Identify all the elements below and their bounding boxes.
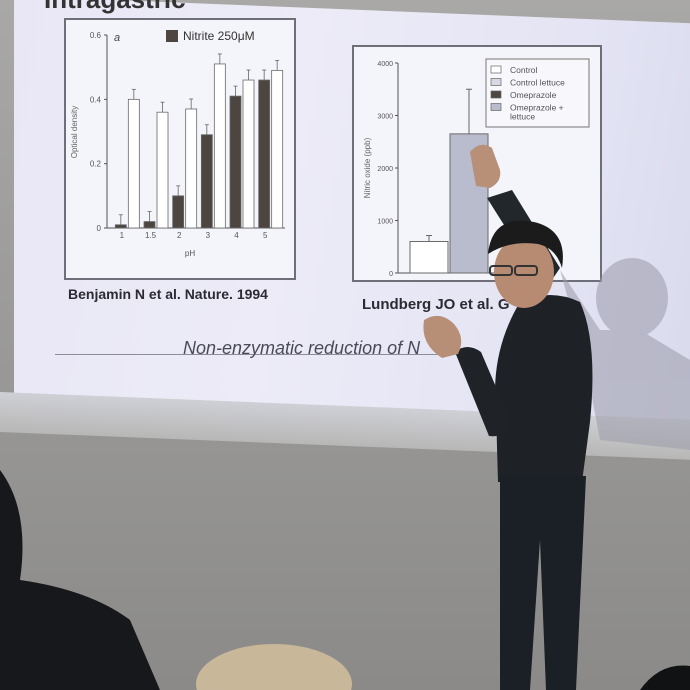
left-x-axis-label: pH	[185, 249, 195, 258]
left-x-tick-label: 2	[177, 231, 182, 240]
left-x-tick-label: 1.5	[145, 231, 157, 240]
right-y-tick-label: 2000	[377, 166, 393, 173]
left-legend-swatch	[166, 30, 178, 42]
presenter-left-arm	[455, 347, 511, 437]
slide-subtitle: Non-enzymatic reduction of N	[183, 338, 421, 358]
presenter-hair	[488, 220, 563, 268]
slide-divider	[55, 354, 455, 355]
left-y-tick-label: 0	[97, 224, 102, 233]
right-legend-box	[485, 58, 590, 128]
left-legend-label: Nitrite 250μM	[183, 29, 255, 43]
left-y-axis-label: Optical density	[70, 106, 79, 158]
left-panel-letter: a	[114, 32, 120, 44]
right-y-tick-label: 3000	[377, 114, 393, 121]
left-x-tick-label: 5	[263, 231, 268, 240]
audience-member-left	[0, 470, 160, 690]
audience-member-hair	[196, 644, 352, 690]
left-x-tick-label: 1	[120, 231, 125, 240]
presenter-glasses-right	[514, 265, 538, 276]
presenter-face	[494, 236, 554, 308]
right-legend-label: Control lettuce	[510, 78, 565, 88]
right-y-tick-label: 0	[389, 271, 393, 278]
presenter-sweater	[495, 295, 593, 482]
left-y-tick-label: 0.2	[90, 160, 102, 169]
right-legend-label: Omeprazole	[510, 90, 557, 100]
presenter-shadow	[560, 258, 690, 450]
right-legend-swatch	[490, 78, 502, 86]
left-citation: Benjamin N et al. Nature. 1994	[68, 286, 268, 302]
left-x-tick-label: 4	[234, 231, 239, 240]
left-figure-panel	[64, 18, 296, 280]
presenter-pointing-hand	[470, 144, 501, 188]
right-legend-label: Omeprazole +	[510, 103, 564, 113]
right-y-axis-label: Nitric oxide (ppb)	[363, 137, 372, 198]
right-legend-swatch	[490, 90, 502, 99]
presenter-trousers	[500, 476, 586, 690]
left-y-tick-label: 0.4	[90, 95, 102, 104]
presenter	[423, 144, 593, 690]
left-x-tick-label: 3	[206, 231, 211, 240]
audience	[0, 470, 690, 690]
right-y-tick-label: 1000	[377, 219, 393, 226]
audience-member-right	[640, 665, 690, 690]
right-legend-label-cont: lettuce	[510, 112, 535, 122]
right-citation: Lundberg JO et al. G	[362, 296, 510, 313]
right-legend-label: Control	[510, 65, 538, 75]
right-legend-swatch	[490, 65, 502, 74]
right-y-tick-label: 4000	[377, 61, 393, 68]
slide-title: Intragastric	[44, 0, 186, 15]
presenter-gesturing-hand	[423, 315, 462, 358]
presenter-glasses-left	[489, 265, 513, 276]
right-bar	[409, 241, 449, 274]
right-legend-swatch	[490, 103, 502, 111]
left-y-tick-label: 0.6	[90, 31, 102, 40]
